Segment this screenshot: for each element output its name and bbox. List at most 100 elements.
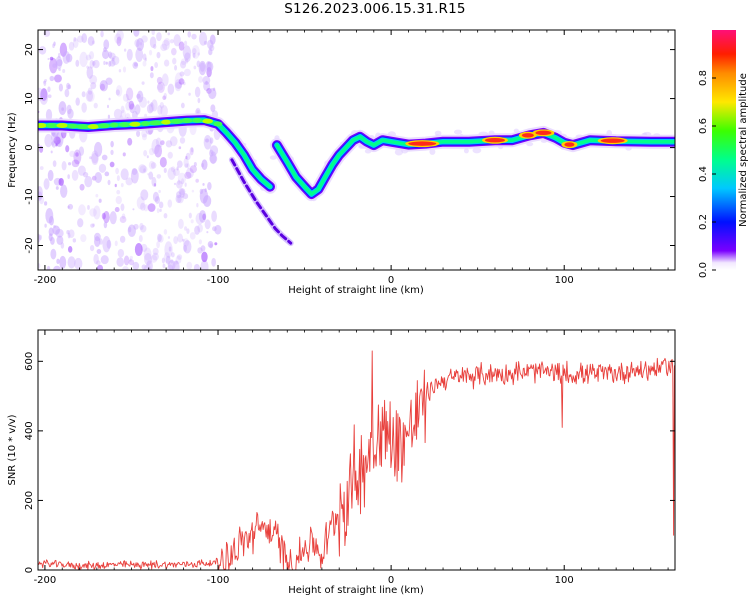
ridge-hotspot xyxy=(600,138,625,143)
noise-blob xyxy=(153,43,157,50)
snr-y-tick-label: 400 xyxy=(24,421,35,440)
noise-blob xyxy=(99,238,103,245)
noise-blob xyxy=(152,252,159,261)
noise-blob xyxy=(205,61,212,72)
noise-blob xyxy=(80,234,87,243)
noise-blob xyxy=(56,139,62,146)
noise-blob xyxy=(50,236,55,245)
ridge-hotspot xyxy=(408,141,437,146)
noise-blob xyxy=(114,240,118,247)
noise-blob xyxy=(198,31,208,46)
snr-x-label: Height of straight line (km) xyxy=(288,585,424,596)
noise-blob xyxy=(38,87,44,102)
noise-blob xyxy=(175,194,182,204)
noise-blob xyxy=(202,182,205,186)
noise-blob xyxy=(85,54,92,61)
noise-blob xyxy=(78,204,86,216)
ridge-bead xyxy=(202,118,213,124)
noise-blob xyxy=(108,51,113,59)
noise-blob xyxy=(198,60,207,76)
noise-blob xyxy=(128,226,132,233)
noise-blob xyxy=(99,80,108,92)
noise-blob xyxy=(195,178,199,183)
noise-blob xyxy=(114,183,117,188)
noise-blob xyxy=(108,52,116,60)
noise-blob xyxy=(149,36,157,48)
noise-blob xyxy=(43,80,47,84)
spectrogram-y-tick-label: 10 xyxy=(24,92,35,105)
noise-blob xyxy=(116,189,121,195)
noise-blob xyxy=(138,164,147,174)
noise-blob xyxy=(133,223,139,230)
noise-blob xyxy=(170,166,176,173)
noise-blob xyxy=(160,105,168,117)
noise-blob xyxy=(203,81,211,92)
snr-panel: -200 -100 0 100 0 200 400 600 Height of straigh… xyxy=(7,329,676,596)
snr-plot-area xyxy=(38,350,675,570)
noise-blob xyxy=(170,252,175,258)
noise-blob xyxy=(120,168,129,181)
noise-blob xyxy=(56,59,63,67)
noise-blob xyxy=(173,236,179,245)
page-title: S126.2023.006.15.31.R15 xyxy=(284,1,466,17)
noise-blob xyxy=(159,156,167,168)
noise-blob xyxy=(149,72,154,79)
noise-blob xyxy=(116,30,124,41)
noise-blob xyxy=(141,129,148,138)
noise-blob xyxy=(185,167,194,179)
noise-blob xyxy=(214,224,222,235)
noise-blob xyxy=(152,191,159,202)
noise-blob xyxy=(199,188,209,204)
noise-blob xyxy=(89,74,98,85)
noise-blob xyxy=(78,146,85,156)
noise-blob xyxy=(197,52,200,56)
noise-blob xyxy=(181,178,185,185)
noise-blob xyxy=(152,247,159,256)
noise-blob xyxy=(38,234,43,241)
noise-blob xyxy=(173,182,177,186)
ridge-hotspot xyxy=(564,142,575,147)
noise-blob xyxy=(199,188,204,195)
noise-blob xyxy=(177,233,183,243)
noise-blob xyxy=(143,204,149,212)
noise-blob xyxy=(167,167,176,180)
noise-blob xyxy=(49,56,54,61)
noise-blob xyxy=(179,71,185,77)
noise-blob xyxy=(180,60,187,69)
noise-blob xyxy=(186,228,190,234)
noise-blob xyxy=(163,92,167,100)
noise-blob xyxy=(186,261,193,270)
noise-blob xyxy=(158,189,161,194)
spectrogram-y-tick-label: -10 xyxy=(24,188,35,204)
noise-blob xyxy=(178,218,184,229)
noise-blob xyxy=(176,191,182,199)
noise-blob xyxy=(136,93,141,99)
noise-blob xyxy=(202,75,211,85)
noise-blob xyxy=(136,130,141,137)
noise-blob xyxy=(115,195,122,205)
noise-blob xyxy=(160,140,165,146)
noise-blob xyxy=(151,138,160,155)
noise-blob xyxy=(201,163,204,168)
noise-blob xyxy=(90,81,97,90)
noise-blob xyxy=(103,39,110,50)
noise-blob xyxy=(167,83,175,95)
noise-blob xyxy=(167,151,173,159)
noise-blob xyxy=(156,83,164,91)
noise-blob xyxy=(139,41,143,46)
noise-blob xyxy=(102,49,110,60)
noise-blob xyxy=(114,33,122,44)
noise-blob xyxy=(87,87,93,95)
noise-blob xyxy=(119,215,127,224)
ridge-bead xyxy=(213,121,223,127)
noise-blob xyxy=(89,208,97,217)
noise-blob xyxy=(140,224,147,233)
noise-blob xyxy=(107,104,110,109)
noise-blob xyxy=(182,81,186,86)
noise-blob xyxy=(116,175,120,182)
noise-blob xyxy=(117,248,125,258)
noise-blob xyxy=(112,57,115,62)
noise-blob xyxy=(193,263,200,270)
noise-blob xyxy=(87,36,95,46)
noise-blob xyxy=(156,51,161,59)
